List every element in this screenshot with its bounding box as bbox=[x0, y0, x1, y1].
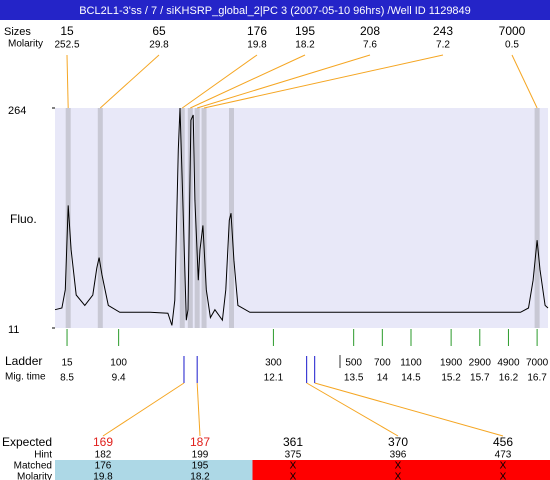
peak-connector bbox=[181, 54, 258, 109]
row-label: Molarity bbox=[8, 39, 43, 50]
peak-molarity: 7.2 bbox=[436, 40, 450, 51]
expected-size: 361 bbox=[283, 435, 303, 449]
peak-molarity: 7.6 bbox=[363, 40, 377, 51]
matched: 176 bbox=[95, 461, 112, 472]
row-label: Mig. time bbox=[5, 372, 46, 383]
ladder-size: 1100 bbox=[400, 358, 422, 369]
peak-band bbox=[534, 108, 540, 328]
hint: 182 bbox=[95, 450, 112, 461]
peak-connector bbox=[197, 54, 371, 109]
ladder-size: 4900 bbox=[497, 358, 520, 369]
hint: 199 bbox=[192, 450, 209, 461]
y-tick-label: 11 bbox=[8, 324, 19, 336]
expected-size: 169 bbox=[93, 435, 113, 449]
ladder-mig-time: 13.5 bbox=[344, 373, 364, 384]
match-cell bbox=[151, 460, 253, 480]
row-label: Expected bbox=[2, 435, 52, 449]
peak-band bbox=[201, 108, 207, 328]
ladder-size: 7000 bbox=[526, 358, 549, 369]
matched-molarity: X bbox=[395, 472, 402, 480]
ladder-size: 1900 bbox=[440, 358, 463, 369]
expected-connector bbox=[306, 382, 399, 437]
row-label: Sizes bbox=[4, 26, 31, 38]
ladder-size: 700 bbox=[374, 358, 391, 369]
row-label: Hint bbox=[34, 450, 52, 461]
ladder-mig-time: 16.2 bbox=[499, 373, 519, 384]
peak-size: 243 bbox=[433, 24, 453, 38]
peak-molarity: 18.2 bbox=[295, 40, 315, 51]
peak-band bbox=[187, 108, 193, 328]
expected-connector bbox=[314, 382, 504, 437]
peak-size: 208 bbox=[360, 24, 380, 38]
match-cell bbox=[345, 460, 451, 480]
peak-molarity: 19.8 bbox=[247, 40, 267, 51]
matched-molarity: 18.2 bbox=[190, 472, 210, 480]
expected-connector bbox=[196, 382, 201, 437]
title: BCL2L1-3'ss / 7 / siKHSRP_global_2|PC 3 … bbox=[79, 5, 471, 17]
ladder-mig-time: 14 bbox=[377, 373, 389, 384]
match-cell bbox=[55, 460, 152, 480]
peak-connector bbox=[203, 54, 444, 109]
ladder-size: 500 bbox=[345, 358, 362, 369]
matched: X bbox=[500, 461, 507, 472]
peak-molarity: 29.8 bbox=[149, 40, 169, 51]
row-label: Ladder bbox=[5, 354, 42, 368]
matched-molarity: X bbox=[290, 472, 297, 480]
ladder-mig-time: 9.4 bbox=[112, 373, 126, 384]
expected-size: 187 bbox=[190, 435, 210, 449]
hint: 473 bbox=[495, 450, 512, 461]
hint: 396 bbox=[390, 450, 407, 461]
matched-molarity: 19.8 bbox=[93, 472, 113, 480]
plot-area bbox=[55, 108, 548, 328]
row-label: Molarity bbox=[17, 472, 52, 480]
expected-size: 456 bbox=[493, 435, 513, 449]
peak-molarity: 252.5 bbox=[54, 40, 79, 51]
ladder-size: 15 bbox=[61, 358, 73, 369]
row-label: Matched bbox=[14, 461, 52, 472]
expected-size: 370 bbox=[388, 435, 408, 449]
ladder-mig-time: 8.5 bbox=[60, 373, 74, 384]
ladder-mig-time: 16.7 bbox=[527, 373, 547, 384]
peak-size: 176 bbox=[247, 24, 267, 38]
title-bar bbox=[0, 0, 550, 20]
peak-band bbox=[194, 108, 200, 328]
matched: X bbox=[290, 461, 297, 472]
peak-connector bbox=[66, 54, 69, 109]
peak-size: 65 bbox=[152, 24, 166, 38]
hint: 375 bbox=[285, 450, 302, 461]
peak-band bbox=[179, 108, 185, 328]
peak-band bbox=[97, 108, 103, 328]
matched-molarity: X bbox=[500, 472, 507, 480]
trace bbox=[54, 107, 549, 326]
match-cell bbox=[252, 460, 346, 480]
peak-connector bbox=[190, 54, 306, 109]
matched: X bbox=[395, 461, 402, 472]
ladder-size: 2900 bbox=[469, 358, 492, 369]
peak-size: 15 bbox=[60, 24, 74, 38]
ladder-size: 300 bbox=[265, 358, 282, 369]
y-tick-label: 264 bbox=[8, 105, 26, 117]
peak-connector bbox=[511, 54, 538, 109]
peak-size: 7000 bbox=[499, 24, 526, 38]
y-axis-label: Fluo. bbox=[10, 212, 37, 226]
ladder-mig-time: 15.2 bbox=[441, 373, 461, 384]
ladder-mig-time: 12.1 bbox=[264, 373, 284, 384]
match-cell bbox=[450, 460, 550, 480]
expected-connector bbox=[102, 382, 185, 437]
peak-connector bbox=[99, 54, 160, 109]
matched: 195 bbox=[192, 461, 209, 472]
ladder-mig-time: 15.7 bbox=[470, 373, 490, 384]
ladder-mig-time: 14.5 bbox=[401, 373, 421, 384]
peak-size: 195 bbox=[295, 24, 315, 38]
peak-molarity: 0.5 bbox=[505, 40, 519, 51]
ladder-size: 100 bbox=[110, 358, 127, 369]
